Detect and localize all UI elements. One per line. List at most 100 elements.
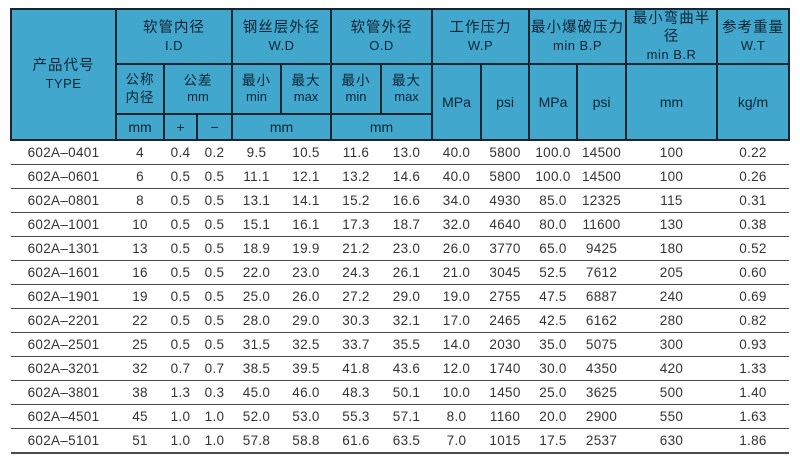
table-row: 602A–1901 19 0.5 0.5 25.0 26.0 27.2 29.0 19.0 275… (11, 284, 790, 309)
cell-tol-plus: 0.5 (164, 308, 197, 333)
cell-wp-mpa: 40.0 (432, 164, 482, 189)
cell-wt-kgm: 0.38 (717, 212, 790, 237)
cell-id-nominal: 16 (116, 260, 164, 285)
header-wp-mpa: MPa (431, 62, 483, 141)
cell-wd-max: 46.0 (281, 380, 332, 405)
header-type-en: TYPE (45, 76, 82, 92)
cell-wd-min: 25.0 (232, 284, 282, 309)
header-id-tolerance: 公差 mm (162, 62, 234, 115)
cell-bp-psi: 6887 (577, 284, 627, 309)
cell-wp-psi: 5800 (481, 164, 530, 189)
cell-id-nominal: 4 (116, 139, 164, 165)
cell-wp-mpa: 17.0 (432, 308, 482, 333)
cell-bp-psi: 3625 (577, 380, 627, 405)
cell-wd-min: 11.1 (232, 164, 282, 189)
cell-wp-mpa: 32.0 (432, 212, 482, 237)
cell-wp-mpa: 12.0 (432, 356, 482, 381)
cell-tol-minus: 1.0 (197, 404, 233, 429)
cell-tol-plus: 0.7 (164, 356, 197, 381)
header-od-min: 最小 min (330, 62, 383, 115)
cell-od-max: 57.1 (381, 404, 433, 429)
cell-wp-psi: 1015 (481, 428, 530, 454)
table-row: 602A–5101 51 1.0 1.0 57.8 58.8 61.6 63.5 7.0 1015… (11, 428, 790, 454)
cell-bp-psi: 5075 (577, 332, 627, 357)
cell-wp-psi: 3045 (481, 260, 530, 285)
header-br-group: 最小弯曲半径 min B.R (625, 8, 719, 65)
cell-wp-psi: 4640 (481, 212, 530, 237)
header-type-zh: 产品代号 (32, 58, 95, 75)
cell-tol-plus: 1.3 (164, 380, 197, 405)
cell-id-nominal: 25 (116, 332, 164, 357)
cell-wp-psi: 4930 (481, 188, 530, 213)
cell-wt-kgm: 1.63 (717, 404, 790, 429)
cell-id-nominal: 19 (116, 284, 164, 309)
cell-br-mm: 550 (626, 404, 718, 429)
cell-bp-mpa: 30.0 (529, 356, 578, 381)
cell-wt-kgm: 0.60 (717, 260, 790, 285)
cell-bp-mpa: 35.0 (529, 332, 578, 357)
cell-type: 602A–2201 (11, 308, 116, 333)
header-tol-plus: + (163, 112, 198, 141)
cell-type: 602A–2501 (11, 332, 116, 357)
cell-bp-psi: 4350 (577, 356, 627, 381)
cell-tol-plus: 0.5 (164, 284, 197, 309)
cell-id-nominal: 22 (116, 308, 164, 333)
cell-bp-mpa: 20.0 (529, 404, 578, 429)
cell-tol-plus: 0.5 (164, 212, 197, 237)
cell-tol-minus: 0.5 (197, 188, 233, 213)
cell-wd-min: 22.0 (232, 260, 282, 285)
cell-wt-kgm: 1.40 (717, 380, 790, 405)
cell-wp-mpa: 21.0 (432, 260, 482, 285)
cell-br-mm: 100 (626, 139, 718, 165)
table-row: 602A–2201 22 0.5 0.5 28.0 29.0 30.3 32.1 17.0 246… (11, 308, 790, 333)
cell-od-min: 55.3 (331, 404, 382, 429)
cell-type: 602A–5101 (11, 428, 116, 454)
cell-bp-psi: 2900 (577, 404, 627, 429)
header-br-unit: mm (625, 62, 719, 141)
cell-type: 602A–0801 (11, 188, 116, 213)
cell-wd-max: 29.0 (281, 308, 332, 333)
cell-od-min: 24.3 (331, 260, 382, 285)
cell-br-mm: 240 (626, 284, 718, 309)
cell-wp-psi: 1160 (481, 404, 530, 429)
cell-bp-mpa: 17.5 (529, 428, 578, 454)
cell-wt-kgm: 0.82 (717, 308, 790, 333)
cell-od-max: 35.5 (381, 332, 433, 357)
cell-id-nominal: 10 (116, 212, 164, 237)
cell-bp-mpa: 100.0 (529, 139, 578, 165)
cell-od-min: 61.6 (331, 428, 382, 454)
table-row: 602A–4501 45 1.0 1.0 52.0 53.0 55.3 57.1 8.0 1160… (11, 404, 790, 429)
table-row: 602A–1601 16 0.5 0.5 22.0 23.0 24.3 26.1 21.0 304… (11, 260, 790, 285)
cell-bp-mpa: 80.0 (529, 212, 578, 237)
cell-id-nominal: 38 (116, 380, 164, 405)
cell-type: 602A–3201 (11, 356, 116, 381)
table-row: 602A–3801 38 1.3 0.3 45.0 46.0 48.3 50.1 10.0 145… (11, 380, 790, 405)
cell-wp-psi: 2755 (481, 284, 530, 309)
cell-wd-max: 26.0 (281, 284, 332, 309)
table-row: 602A–1001 10 0.5 0.5 15.1 16.1 17.3 18.7 32.0 464… (11, 212, 790, 237)
cell-wp-psi: 5800 (481, 139, 530, 165)
cell-bp-mpa: 52.5 (529, 260, 578, 285)
cell-wt-kgm: 0.31 (717, 188, 790, 213)
table-row: 602A–2501 25 0.5 0.5 31.5 32.5 33.7 35.5 14.0 203… (11, 332, 790, 357)
cell-od-min: 17.3 (331, 212, 382, 237)
cell-wp-psi: 3770 (481, 236, 530, 261)
header-type: 产品代号 TYPE (10, 8, 117, 141)
cell-type: 602A–1301 (11, 236, 116, 261)
header-bp-group: 最小爆破压力 min B.P (528, 8, 628, 65)
cell-type: 602A–1001 (11, 212, 116, 237)
cell-wp-mpa: 19.0 (432, 284, 482, 309)
cell-id-nominal: 13 (116, 236, 164, 261)
cell-bp-mpa: 25.0 (529, 380, 578, 405)
cell-wp-mpa: 26.0 (432, 236, 482, 261)
header-wd-unit: mm (231, 112, 333, 141)
cell-od-min: 11.6 (331, 139, 382, 165)
table-row: 602A–0601 6 0.5 0.5 11.1 12.1 13.2 14.6 40.0 5800… (11, 164, 790, 189)
cell-bp-psi: 9425 (577, 236, 627, 261)
cell-od-min: 21.2 (331, 236, 382, 261)
cell-wd-min: 45.0 (232, 380, 282, 405)
table-row: 602A–0401 4 0.4 0.2 9.5 10.5 11.6 13.0 40.0 5800 1… (11, 139, 790, 165)
cell-wd-max: 10.5 (281, 139, 332, 165)
cell-id-nominal: 6 (116, 164, 164, 189)
